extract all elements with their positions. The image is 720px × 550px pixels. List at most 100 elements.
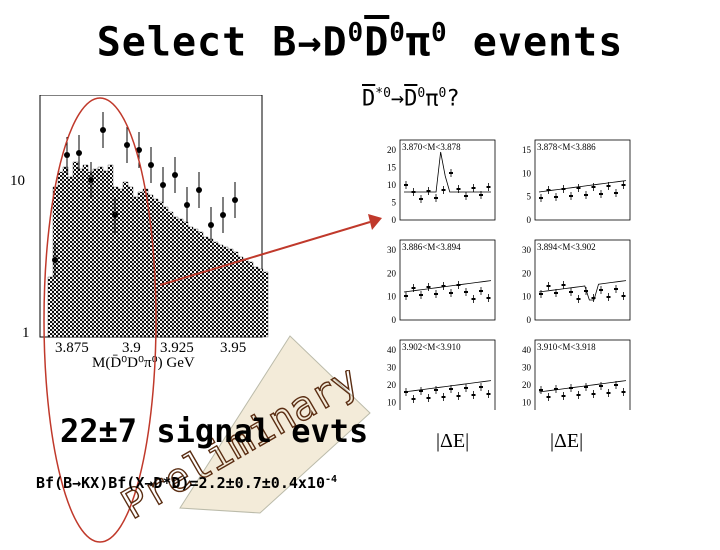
subplot-ytick: 10 [387, 180, 397, 190]
subplot-point [591, 297, 596, 299]
subplot-fit-curve [538, 180, 627, 193]
branching-fraction: Bf(B→KX)Bf(X→D*D)=2.2±0.7±0.4x10-4 [36, 474, 338, 492]
preliminary-watermark: Preliminary [112, 356, 372, 540]
subplot-point [486, 186, 491, 188]
subplot-ytick: 40 [522, 345, 532, 355]
subplot-point [539, 389, 543, 391]
main-data-point [76, 150, 82, 156]
main-data-point [64, 152, 70, 158]
subplot-ytick: 0 [527, 315, 532, 325]
subplot-point [404, 295, 408, 297]
subplot-point [411, 398, 416, 400]
main-xtick-1: 3.875 [55, 340, 89, 356]
main-data-point [88, 177, 94, 183]
delta-e-subplot: 3.894<M<3.902 30 20 10 0 [522, 239, 631, 325]
main-data-point [208, 222, 214, 228]
subplot-point [449, 388, 453, 390]
subplot-point [554, 196, 558, 198]
subplot-point [546, 396, 551, 398]
subplot-ytick: 5 [392, 198, 397, 208]
subplot-point [441, 189, 446, 191]
subplot-point [404, 391, 408, 393]
subplot-ytick: 10 [522, 398, 532, 408]
subplot-point [584, 386, 588, 388]
subplot-frame [399, 239, 496, 321]
subplot-ytick: 15 [387, 163, 397, 173]
subplot-point [599, 193, 603, 195]
subplot-point [479, 290, 483, 292]
subplot-point [471, 187, 476, 189]
subplot-point [426, 397, 431, 399]
subplot-point [471, 394, 476, 396]
subplot-frame [534, 239, 631, 321]
subplot-range-label: 3.910<M<3.918 [537, 342, 596, 352]
subplot-point [419, 294, 423, 296]
subplot-point [441, 396, 446, 398]
subplot-frame [534, 339, 631, 410]
subplot-point [584, 290, 588, 292]
subplot-point [599, 385, 603, 387]
main-ytick-10: 10 [10, 173, 25, 189]
subplot-range-label: 3.878<M<3.886 [537, 142, 596, 152]
callout-box [179, 335, 371, 514]
subplot-fit-curve [404, 151, 491, 193]
subplot-point [614, 384, 618, 386]
subplot-ytick: 20 [387, 145, 397, 155]
delta-e-subplot: 3.902<M<3.910403020100 [387, 339, 496, 410]
subplot-range-label: 3.870<M<3.878 [402, 142, 461, 152]
subplot-point [561, 284, 566, 286]
subplot-point [614, 192, 618, 194]
subplot-point [464, 387, 468, 389]
subplot-ytick: 30 [387, 363, 397, 373]
main-xtick-4: 3.95 [220, 340, 246, 356]
subplot-ytick: 0 [527, 215, 532, 225]
delta-e-label-right: |ΔE| [550, 430, 584, 452]
subplot-frame [399, 339, 496, 410]
subplot-point [614, 288, 618, 290]
signal-count: 22±7 signal evts [60, 412, 369, 450]
subplot-point [464, 291, 468, 293]
subplot-ytick: 10 [387, 292, 397, 302]
subplot-ytick: 20 [387, 268, 397, 278]
subplot-ytick: 10 [522, 168, 532, 178]
subplot-point [576, 187, 581, 189]
subplot-point [561, 395, 566, 397]
subplot-point [411, 287, 416, 289]
subplot-point [419, 198, 423, 200]
subplot-fit-curve [403, 380, 492, 393]
subplot-range-label: 3.894<M<3.902 [537, 242, 596, 252]
subplot-fit-curve [538, 280, 627, 301]
subplot-point [479, 386, 483, 388]
delta-e-subplot: 3.870<M<3.878 20 15 10 5 0 [387, 139, 496, 225]
main-data-point [160, 182, 166, 188]
subplot-point [591, 186, 596, 188]
slide-title: Select B→D0D0π0 events [96, 18, 624, 66]
subplot-point [554, 292, 558, 294]
subplot-frame [534, 139, 631, 221]
main-data-point [232, 197, 238, 203]
main-data-point [100, 127, 106, 133]
subplot-point [486, 297, 491, 299]
subplot-frame [399, 139, 496, 221]
subplot-point [621, 184, 626, 186]
subplot-range-label: 3.886<M<3.894 [402, 242, 461, 252]
subplot-point [606, 185, 611, 187]
subplot-point [434, 197, 438, 199]
pointer-arrow [160, 214, 382, 286]
subplot-point [554, 388, 558, 390]
subplot-point [606, 296, 611, 298]
subplot-point [449, 292, 453, 294]
subplot-point [576, 298, 581, 300]
subplot-ytick: 30 [522, 363, 532, 373]
subplot-ytick: 10 [387, 398, 397, 408]
subplot-point [621, 295, 626, 297]
main-data-points [52, 112, 238, 278]
subplot-point [539, 197, 543, 199]
subplot-point [599, 289, 603, 291]
subplot-ytick: 15 [522, 145, 532, 155]
subplot-point [569, 387, 573, 389]
main-data-point [172, 172, 178, 178]
main-data-point [112, 212, 118, 218]
main-data-point [196, 187, 202, 193]
main-histogram: 10 1 3.875 3.9 3.925 3.95 M(D̄⁰D⁰π⁰) GeV [10, 95, 269, 370]
